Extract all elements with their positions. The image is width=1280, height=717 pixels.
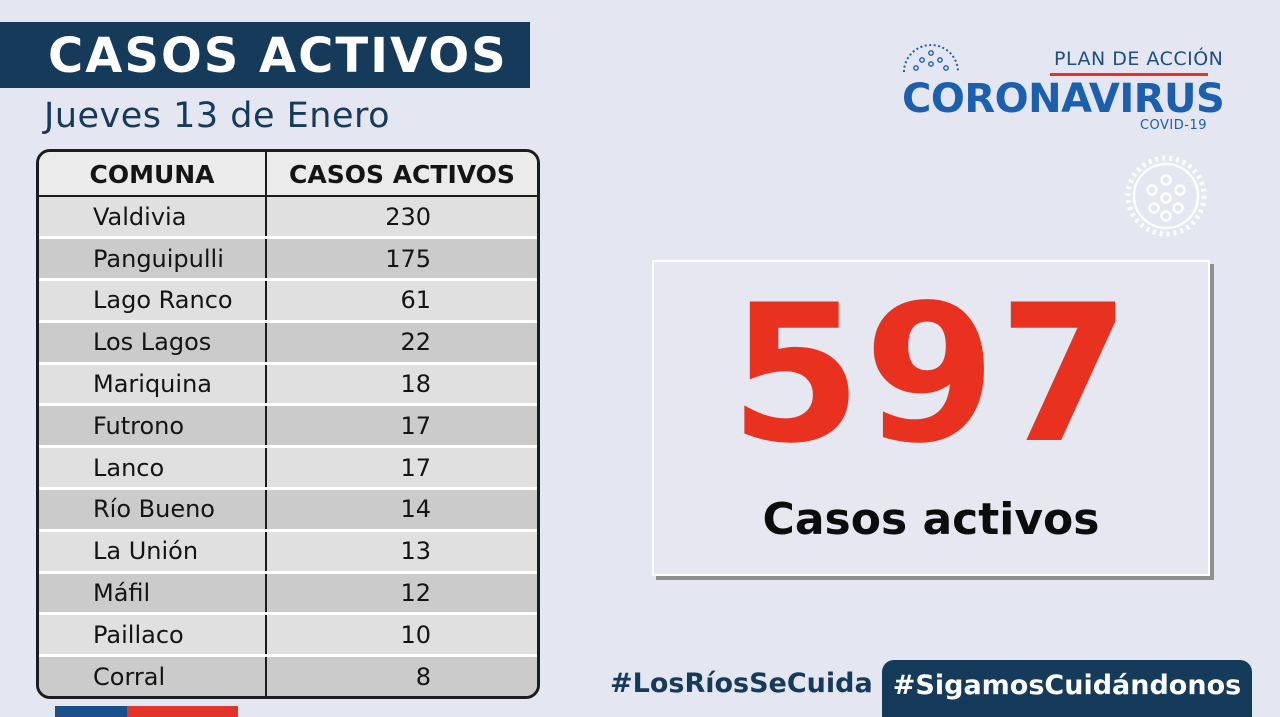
casos-cell: 17: [266, 446, 537, 491]
virus-small-icon: [903, 44, 959, 73]
table-row: Valdivia 230: [39, 196, 537, 240]
logo-plan-text: PLAN DE ACCIÓN: [1054, 48, 1224, 70]
virus-icon: [1125, 155, 1207, 237]
total-cases-card: 597 Casos activos: [652, 260, 1210, 576]
logo-covid-text: COVID-19: [1139, 118, 1207, 133]
table-row: Futrono 17: [39, 404, 537, 449]
casos-cell: 175: [266, 237, 537, 282]
casos-cell: 18: [266, 363, 537, 407]
hashtag-sigamos: #SigamosCuidándonos: [882, 660, 1252, 717]
casos-cell: 13: [266, 530, 537, 574]
table-row: Lago Ranco 61: [39, 279, 537, 323]
date-subtitle: Jueves 13 de Enero: [44, 96, 391, 136]
title-banner: CASOS ACTIVOS: [0, 22, 530, 88]
column-header-casos: CASOS ACTIVOS: [266, 152, 537, 197]
table-row: Lanco 17: [39, 446, 537, 491]
page-title: CASOS ACTIVOS: [48, 28, 508, 84]
flag-stripe-blue: [55, 706, 127, 717]
casos-cell: 14: [266, 488, 537, 532]
comuna-cell: Río Bueno: [39, 488, 267, 532]
comuna-cell: Los Lagos: [39, 321, 267, 365]
hashtag-los-rios: #LosRíosSeCuida: [610, 668, 873, 699]
column-header-comuna: COMUNA: [39, 152, 267, 197]
cases-table: COMUNA CASOS ACTIVOS Valdivia 230 Pangui…: [36, 149, 540, 699]
casos-cell: 22: [266, 321, 537, 365]
casos-cell: 10: [266, 613, 537, 658]
table-row: Máfil 12: [39, 572, 537, 616]
flag-stripe-red: [127, 706, 238, 717]
casos-cell: 61: [266, 279, 537, 323]
casos-cell: 12: [266, 572, 537, 616]
comuna-cell: Lanco: [39, 446, 267, 491]
logo-red-underline: [1050, 73, 1208, 76]
table-row: Corral 8: [39, 655, 537, 696]
table-row: La Unión 13: [39, 530, 537, 574]
comuna-cell: Corral: [39, 655, 267, 696]
table-header-row: COMUNA CASOS ACTIVOS: [39, 152, 537, 197]
coronavirus-plan-logo: PLAN DE ACCIÓN CORONAVIRUS COVID-19: [900, 40, 1225, 140]
comuna-cell: Futrono: [39, 404, 267, 449]
comuna-cell: Panguipulli: [39, 237, 267, 282]
table-row: Mariquina 18: [39, 363, 537, 407]
total-cases-number: 597: [729, 264, 1133, 485]
logo-coronavirus-text: CORONAVIRUS: [902, 76, 1225, 122]
comuna-cell: Lago Ranco: [39, 279, 267, 323]
comuna-cell: Paillaco: [39, 613, 267, 658]
casos-cell: 230: [266, 196, 537, 240]
comuna-cell: La Unión: [39, 530, 267, 574]
comuna-cell: Máfil: [39, 572, 267, 616]
total-cases-label: Casos activos: [762, 494, 1100, 545]
table-row: Panguipulli 175: [39, 237, 537, 282]
comuna-cell: Valdivia: [39, 196, 267, 240]
table-row: Paillaco 10: [39, 613, 537, 658]
casos-cell: 8: [266, 655, 537, 696]
table-row: Río Bueno 14: [39, 488, 537, 532]
casos-cell: 17: [266, 404, 537, 449]
table-row: Los Lagos 22: [39, 321, 537, 365]
comuna-cell: Mariquina: [39, 363, 267, 407]
